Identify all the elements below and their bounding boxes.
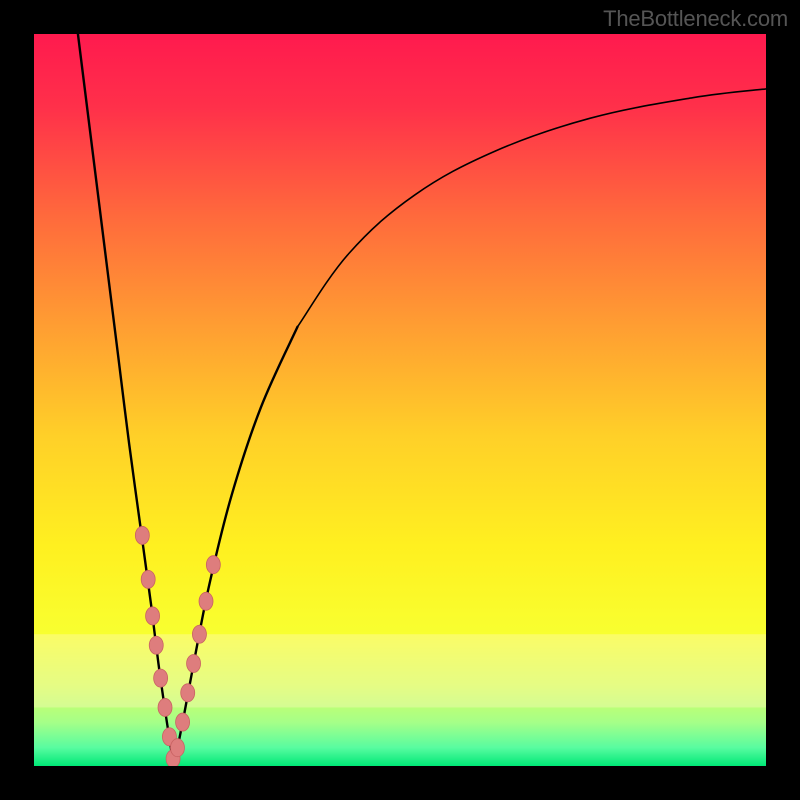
data-marker — [192, 625, 206, 643]
data-marker — [158, 698, 172, 716]
data-marker — [199, 592, 213, 610]
data-marker — [141, 570, 155, 588]
data-marker — [181, 684, 195, 702]
data-marker — [187, 655, 201, 673]
data-marker — [206, 556, 220, 574]
data-marker — [170, 739, 184, 757]
bottleneck-chart — [34, 34, 766, 766]
data-marker — [154, 669, 168, 687]
data-marker — [176, 713, 190, 731]
data-marker — [135, 526, 149, 544]
pale-band — [34, 634, 766, 707]
data-marker — [146, 607, 160, 625]
chart-frame: TheBottleneck.com — [0, 0, 800, 800]
data-marker — [149, 636, 163, 654]
watermark-text: TheBottleneck.com — [603, 6, 788, 32]
